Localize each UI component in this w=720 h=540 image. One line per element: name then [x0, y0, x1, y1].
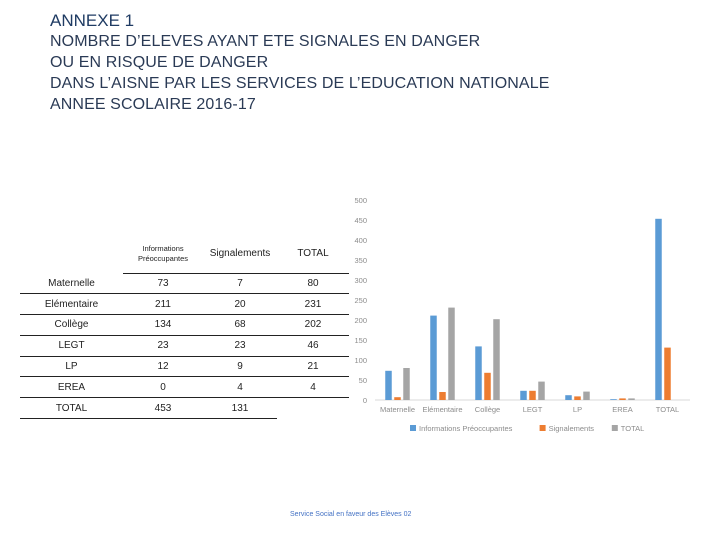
y-tick-label: 400 [354, 236, 367, 245]
table-cell: 231 [277, 293, 349, 316]
table-header-informations: Informations Préoccupantes [123, 235, 203, 274]
bar [484, 372, 491, 400]
table-cell: 7 [203, 273, 277, 295]
table-cell: 21 [277, 356, 349, 378]
table-cell: 23 [203, 335, 277, 357]
table-cell: 0 [123, 376, 203, 399]
y-tick-label: 150 [354, 336, 367, 345]
table-cell: LP [20, 356, 123, 378]
x-tick-label: LP [573, 405, 582, 414]
table-header-total: TOTAL [277, 235, 349, 274]
bar [493, 319, 500, 400]
bar-chart: 0 50 100 150 200 250 300 350 400 450 500 Maternelle… [354, 196, 690, 433]
table-cell: 80 [277, 273, 349, 295]
y-tick-label: 500 [354, 196, 367, 205]
bar [394, 397, 401, 400]
legend-label: Signalements [549, 424, 595, 433]
table-cell: 131 [203, 397, 277, 420]
y-tick-label: 50 [359, 376, 367, 385]
bar [439, 392, 446, 400]
table-row: LEGT 23 23 46 [20, 335, 349, 357]
bar [574, 396, 581, 400]
table-cell: 4 [203, 376, 277, 399]
legend-swatch [611, 425, 618, 431]
title-block: ANNEXE 1 NOMBRE D’ELEVES AYANT ETE SIGNA… [50, 10, 549, 115]
table-cell: Collège [20, 314, 123, 336]
table-cell: 4 [277, 376, 349, 399]
legend-swatch [539, 425, 546, 431]
table-header-empty [20, 235, 123, 273]
title-line-3: DANS L’AISNE PAR LES SERVICES DE L’EDUCA… [50, 75, 550, 92]
bar [655, 218, 662, 400]
title-line-1: NOMBRE D’ELEVES AYANT ETE SIGNALES EN DA… [50, 33, 481, 50]
table-cell: EREA [20, 376, 123, 399]
bar [619, 398, 626, 400]
table-cell: 12 [123, 356, 203, 378]
bar [565, 395, 572, 400]
y-tick-label: 200 [354, 316, 367, 325]
y-tick-label: 350 [354, 256, 367, 265]
table-header-signalements: Signalements [203, 235, 277, 274]
table-row: LP 12 9 21 [20, 356, 349, 378]
y-tick-label: 0 [363, 396, 367, 405]
bar [538, 381, 545, 400]
x-tick-label: Elémentaire [422, 405, 462, 414]
y-tick-label: 100 [354, 356, 367, 365]
bar [583, 391, 590, 400]
y-tick-label: 250 [354, 296, 367, 305]
table-cell: Elémentaire [20, 293, 123, 316]
table-cell: 68 [203, 314, 277, 336]
table-cell: 46 [277, 335, 349, 357]
x-tick-label: Collège [475, 405, 500, 414]
table-row: TOTAL 453 131 [20, 397, 349, 420]
data-table: Informations Préoccupantes Signalements … [20, 235, 349, 420]
table-cell: TOTAL [20, 397, 123, 420]
bar [448, 307, 455, 400]
y-tick-label: 450 [354, 216, 367, 225]
title-line-4: ANNEE SCOLAIRE 2016-17 [50, 96, 256, 113]
table-cell: 73 [123, 273, 203, 295]
legend-label: TOTAL [621, 424, 644, 433]
bar [430, 315, 437, 400]
title-line-2: OU EN RISQUE DE DANGER [50, 54, 269, 71]
table-cell [277, 398, 349, 419]
table-row: Elémentaire 211 20 231 [20, 293, 349, 316]
bar [529, 390, 536, 400]
annex-title: ANNEXE 1 [50, 11, 135, 30]
legend-label: Informations Préoccupantes [419, 424, 513, 433]
table-cell: 202 [277, 314, 349, 336]
table-cell: 20 [203, 293, 277, 316]
footer-text: Service Social en faveur des Elèves 02 [290, 511, 412, 518]
table-cell: 211 [123, 293, 203, 316]
table-cell: Maternelle [20, 273, 123, 295]
table-cell: 453 [123, 397, 203, 420]
bar [520, 390, 527, 400]
table-cell: 9 [203, 356, 277, 378]
table-header-row: Informations Préoccupantes Signalements … [20, 235, 349, 274]
table-row: EREA 0 4 4 [20, 376, 349, 399]
x-tick-label: Maternelle [380, 405, 415, 414]
bar [628, 398, 635, 400]
bar [403, 368, 410, 400]
legend-swatch [410, 425, 416, 431]
bar [385, 370, 392, 400]
table-cell: LEGT [20, 335, 123, 357]
x-tick-label: EREA [612, 405, 632, 414]
y-tick-label: 300 [354, 276, 367, 285]
table-cell: 23 [123, 335, 203, 357]
bar [664, 347, 671, 400]
table-row: Maternelle 73 7 80 [20, 273, 349, 295]
x-tick-label: TOTAL [656, 405, 679, 414]
x-tick-label: LEGT [523, 405, 543, 414]
table-row: Collège 134 68 202 [20, 314, 349, 336]
table-cell: 134 [123, 314, 203, 336]
bar [475, 346, 482, 400]
bar [610, 399, 617, 400]
